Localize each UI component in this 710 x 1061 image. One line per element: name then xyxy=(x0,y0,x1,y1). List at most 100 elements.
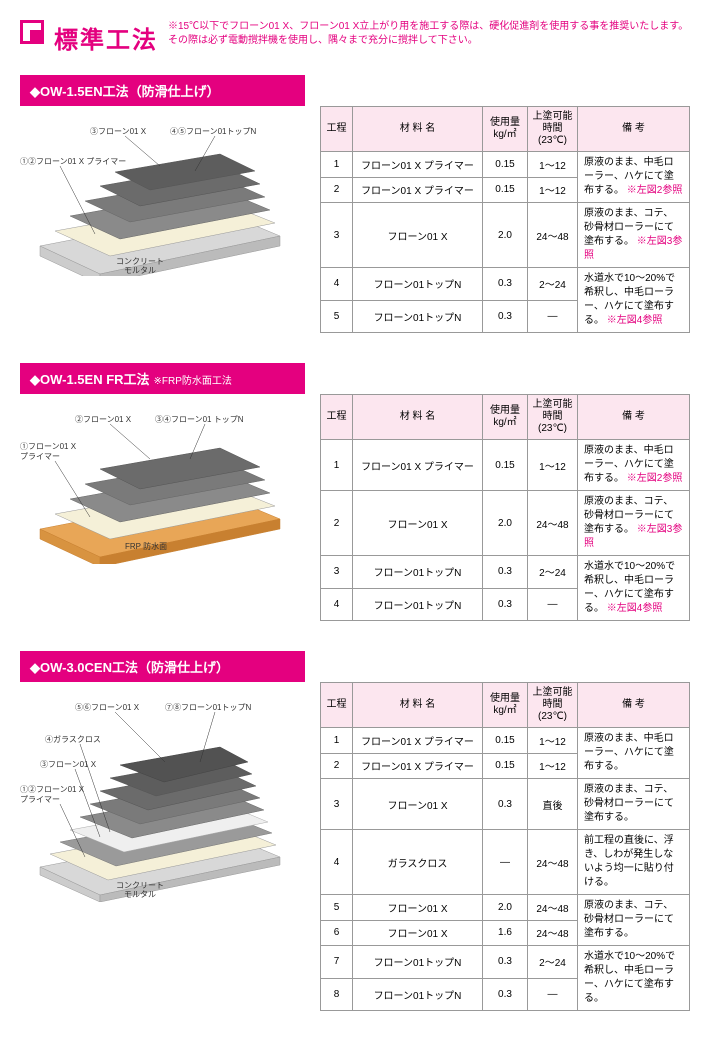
cell-usage: 0.3 xyxy=(483,946,528,979)
cell-remarks: 水道水で10～20%で希釈し、中毛ローラー、ハケにて塗布する。 xyxy=(578,946,690,1011)
cell-time: 24～48 xyxy=(528,895,578,921)
table-row: 5フローン01 X2.024～48原液のまま、コテ、砂骨材ローラーにて塗布する。 xyxy=(321,895,690,921)
svg-text:コンクリート: コンクリート xyxy=(116,257,164,266)
table-row: 3フローン01 X0.3直後原液のまま、コテ、砂骨材ローラーにて塗布する。 xyxy=(321,779,690,830)
cell-time: — xyxy=(528,978,578,1011)
cell-material: フローン01 X xyxy=(353,203,483,268)
cell-time: 直後 xyxy=(528,779,578,830)
col-material: 材 料 名 xyxy=(353,107,483,152)
svg-text:⑦⑧フローン01トップN: ⑦⑧フローン01トップN xyxy=(165,703,251,712)
cell-remarks: 原液のまま、中毛ローラー、ハケにて塗布する。 ※左図2参照 xyxy=(578,152,690,203)
cell-material: フローン01 X xyxy=(353,895,483,921)
cell-time: 24～48 xyxy=(528,491,578,556)
section-1-title: ◆OW-1.5EN工法（防滑仕上げ） xyxy=(20,75,305,106)
cell-material: フローン01 X プライマー xyxy=(353,728,483,754)
cell-step: 1 xyxy=(321,152,353,178)
cell-time: 1～12 xyxy=(528,152,578,178)
cell-time: — xyxy=(528,300,578,333)
cell-step: 5 xyxy=(321,300,353,333)
cell-time: 24～48 xyxy=(528,830,578,895)
note-line-2: その際は必ず電動撹拌機を使用し、隅々まで充分に撹拌して下さい。 xyxy=(168,35,478,46)
table-row: 1フローン01 X プライマー0.151～12原液のまま、中毛ローラー、ハケにて… xyxy=(321,440,690,491)
section-1: ◆OW-1.5EN工法（防滑仕上げ） ③フローン01 X ④⑤フローン01トップ… xyxy=(20,75,690,333)
section-2-title: ◆OW-1.5EN FR工法※FRP防水面工法 xyxy=(20,363,305,394)
page-header: 標準工法 ※15℃以下でフローン01 X、フローン01 X立上がり用を施工する際… xyxy=(20,20,690,55)
svg-text:プライマー: プライマー xyxy=(20,452,60,461)
cell-material: フローン01 X xyxy=(353,779,483,830)
cell-step: 4 xyxy=(321,830,353,895)
cell-time: 24～48 xyxy=(528,203,578,268)
cell-usage: — xyxy=(483,830,528,895)
cell-step: 1 xyxy=(321,728,353,754)
cell-remarks: 原液のまま、コテ、砂骨材ローラーにて塗布する。 ※左図3参照 xyxy=(578,203,690,268)
cell-usage: 0.15 xyxy=(483,728,528,754)
header-icon xyxy=(20,20,44,44)
cell-step: 5 xyxy=(321,895,353,921)
cell-usage: 2.0 xyxy=(483,491,528,556)
cell-material: フローン01トップN xyxy=(353,588,483,621)
cell-time: 1～12 xyxy=(528,440,578,491)
cell-time: 2～24 xyxy=(528,268,578,301)
cell-step: 1 xyxy=(321,440,353,491)
svg-text:①②フローン01 X プライマー: ①②フローン01 X プライマー xyxy=(20,157,126,166)
section-1-diagram: ③フローン01 X ④⑤フローン01トップN ①②フローン01 X プライマー … xyxy=(20,106,320,279)
cell-time: 1～12 xyxy=(528,177,578,203)
section-2: ◆OW-1.5EN FR工法※FRP防水面工法 ②フローン01 X ③④フローン… xyxy=(20,363,690,621)
cell-material: フローン01トップN xyxy=(353,300,483,333)
cell-step: 4 xyxy=(321,268,353,301)
cell-step: 8 xyxy=(321,978,353,1011)
cell-material: フローン01トップN xyxy=(353,978,483,1011)
note-line-1: ※15℃以下でフローン01 X、フローン01 X立上がり用を施工する際は、硬化促… xyxy=(168,21,688,32)
cell-usage: 0.3 xyxy=(483,779,528,830)
header-title: 標準工法 xyxy=(54,20,158,55)
col-usage: 使用量kg/㎡ xyxy=(483,107,528,152)
svg-text:③フローン01 X: ③フローン01 X xyxy=(40,760,97,769)
svg-text:①②フローン01 X: ①②フローン01 X xyxy=(20,785,85,794)
svg-text:モルタル: モルタル xyxy=(124,266,156,275)
cell-time: — xyxy=(528,588,578,621)
section-3: ◆OW-3.0CEN工法（防滑仕上げ） ⑤⑥フローン01 X ⑦⑧フローン01ト… xyxy=(20,651,690,1011)
cell-step: 2 xyxy=(321,753,353,779)
cell-usage: 0.15 xyxy=(483,440,528,491)
cell-step: 4 xyxy=(321,588,353,621)
cell-time: 2～24 xyxy=(528,946,578,979)
cell-remarks: 原液のまま、コテ、砂骨材ローラーにて塗布する。 ※左図3参照 xyxy=(578,491,690,556)
cell-remarks: 原液のまま、中毛ローラー、ハケにて塗布する。 ※左図2参照 xyxy=(578,440,690,491)
cell-step: 2 xyxy=(321,491,353,556)
cell-step: 3 xyxy=(321,556,353,589)
table-row: 4フローン01トップN0.32～24水道水で10～20%で希釈し、中毛ローラー、… xyxy=(321,268,690,301)
cell-time: 24～48 xyxy=(528,920,578,946)
table-row: 1フローン01 X プライマー0.151～12原液のまま、中毛ローラー、ハケにて… xyxy=(321,152,690,178)
cell-remarks: 水道水で10～20%で希釈し、中毛ローラー、ハケにて塗布する。 ※左図4参照 xyxy=(578,268,690,333)
cell-material: フローン01 X プライマー xyxy=(353,753,483,779)
cell-material: フローン01 X プライマー xyxy=(353,177,483,203)
svg-text:モルタル: モルタル xyxy=(124,890,156,899)
cell-material: フローン01 X xyxy=(353,491,483,556)
cell-remarks: 前工程の直後に、浮き、しわが発生しないよう均一に貼り付ける。 xyxy=(578,830,690,895)
svg-text:③④フローン01 トップN: ③④フローン01 トップN xyxy=(155,415,244,424)
cell-remarks: 水道水で10～20%で希釈し、中毛ローラー、ハケにて塗布する。 ※左図4参照 xyxy=(578,556,690,621)
diagram-label: ③フローン01 X xyxy=(90,127,147,136)
svg-text:④ガラスクロス: ④ガラスクロス xyxy=(45,734,101,744)
cell-usage: 0.3 xyxy=(483,588,528,621)
col-step: 工程 xyxy=(321,107,353,152)
svg-text:コンクリート: コンクリート xyxy=(116,881,164,890)
cell-material: ガラスクロス xyxy=(353,830,483,895)
cell-usage: 0.3 xyxy=(483,978,528,1011)
cell-material: フローン01 X プライマー xyxy=(353,440,483,491)
header-note: ※15℃以下でフローン01 X、フローン01 X立上がり用を施工する際は、硬化促… xyxy=(168,20,688,48)
cell-usage: 0.3 xyxy=(483,556,528,589)
cell-remarks: 原液のまま、中毛ローラー、ハケにて塗布する。 xyxy=(578,728,690,779)
cell-step: 2 xyxy=(321,177,353,203)
cell-step: 3 xyxy=(321,779,353,830)
cell-usage: 0.15 xyxy=(483,177,528,203)
cell-usage: 0.15 xyxy=(483,753,528,779)
cell-usage: 1.6 xyxy=(483,920,528,946)
cell-step: 3 xyxy=(321,203,353,268)
col-time: 上塗可能時間(23℃) xyxy=(528,107,578,152)
cell-usage: 2.0 xyxy=(483,895,528,921)
table-row: 3フローン01 X2.024～48原液のまま、コテ、砂骨材ローラーにて塗布する。… xyxy=(321,203,690,268)
cell-time: 1～12 xyxy=(528,728,578,754)
table-row: 4ガラスクロス—24～48前工程の直後に、浮き、しわが発生しないよう均一に貼り付… xyxy=(321,830,690,895)
table-row: 1フローン01 X プライマー0.151～12原液のまま、中毛ローラー、ハケにて… xyxy=(321,728,690,754)
